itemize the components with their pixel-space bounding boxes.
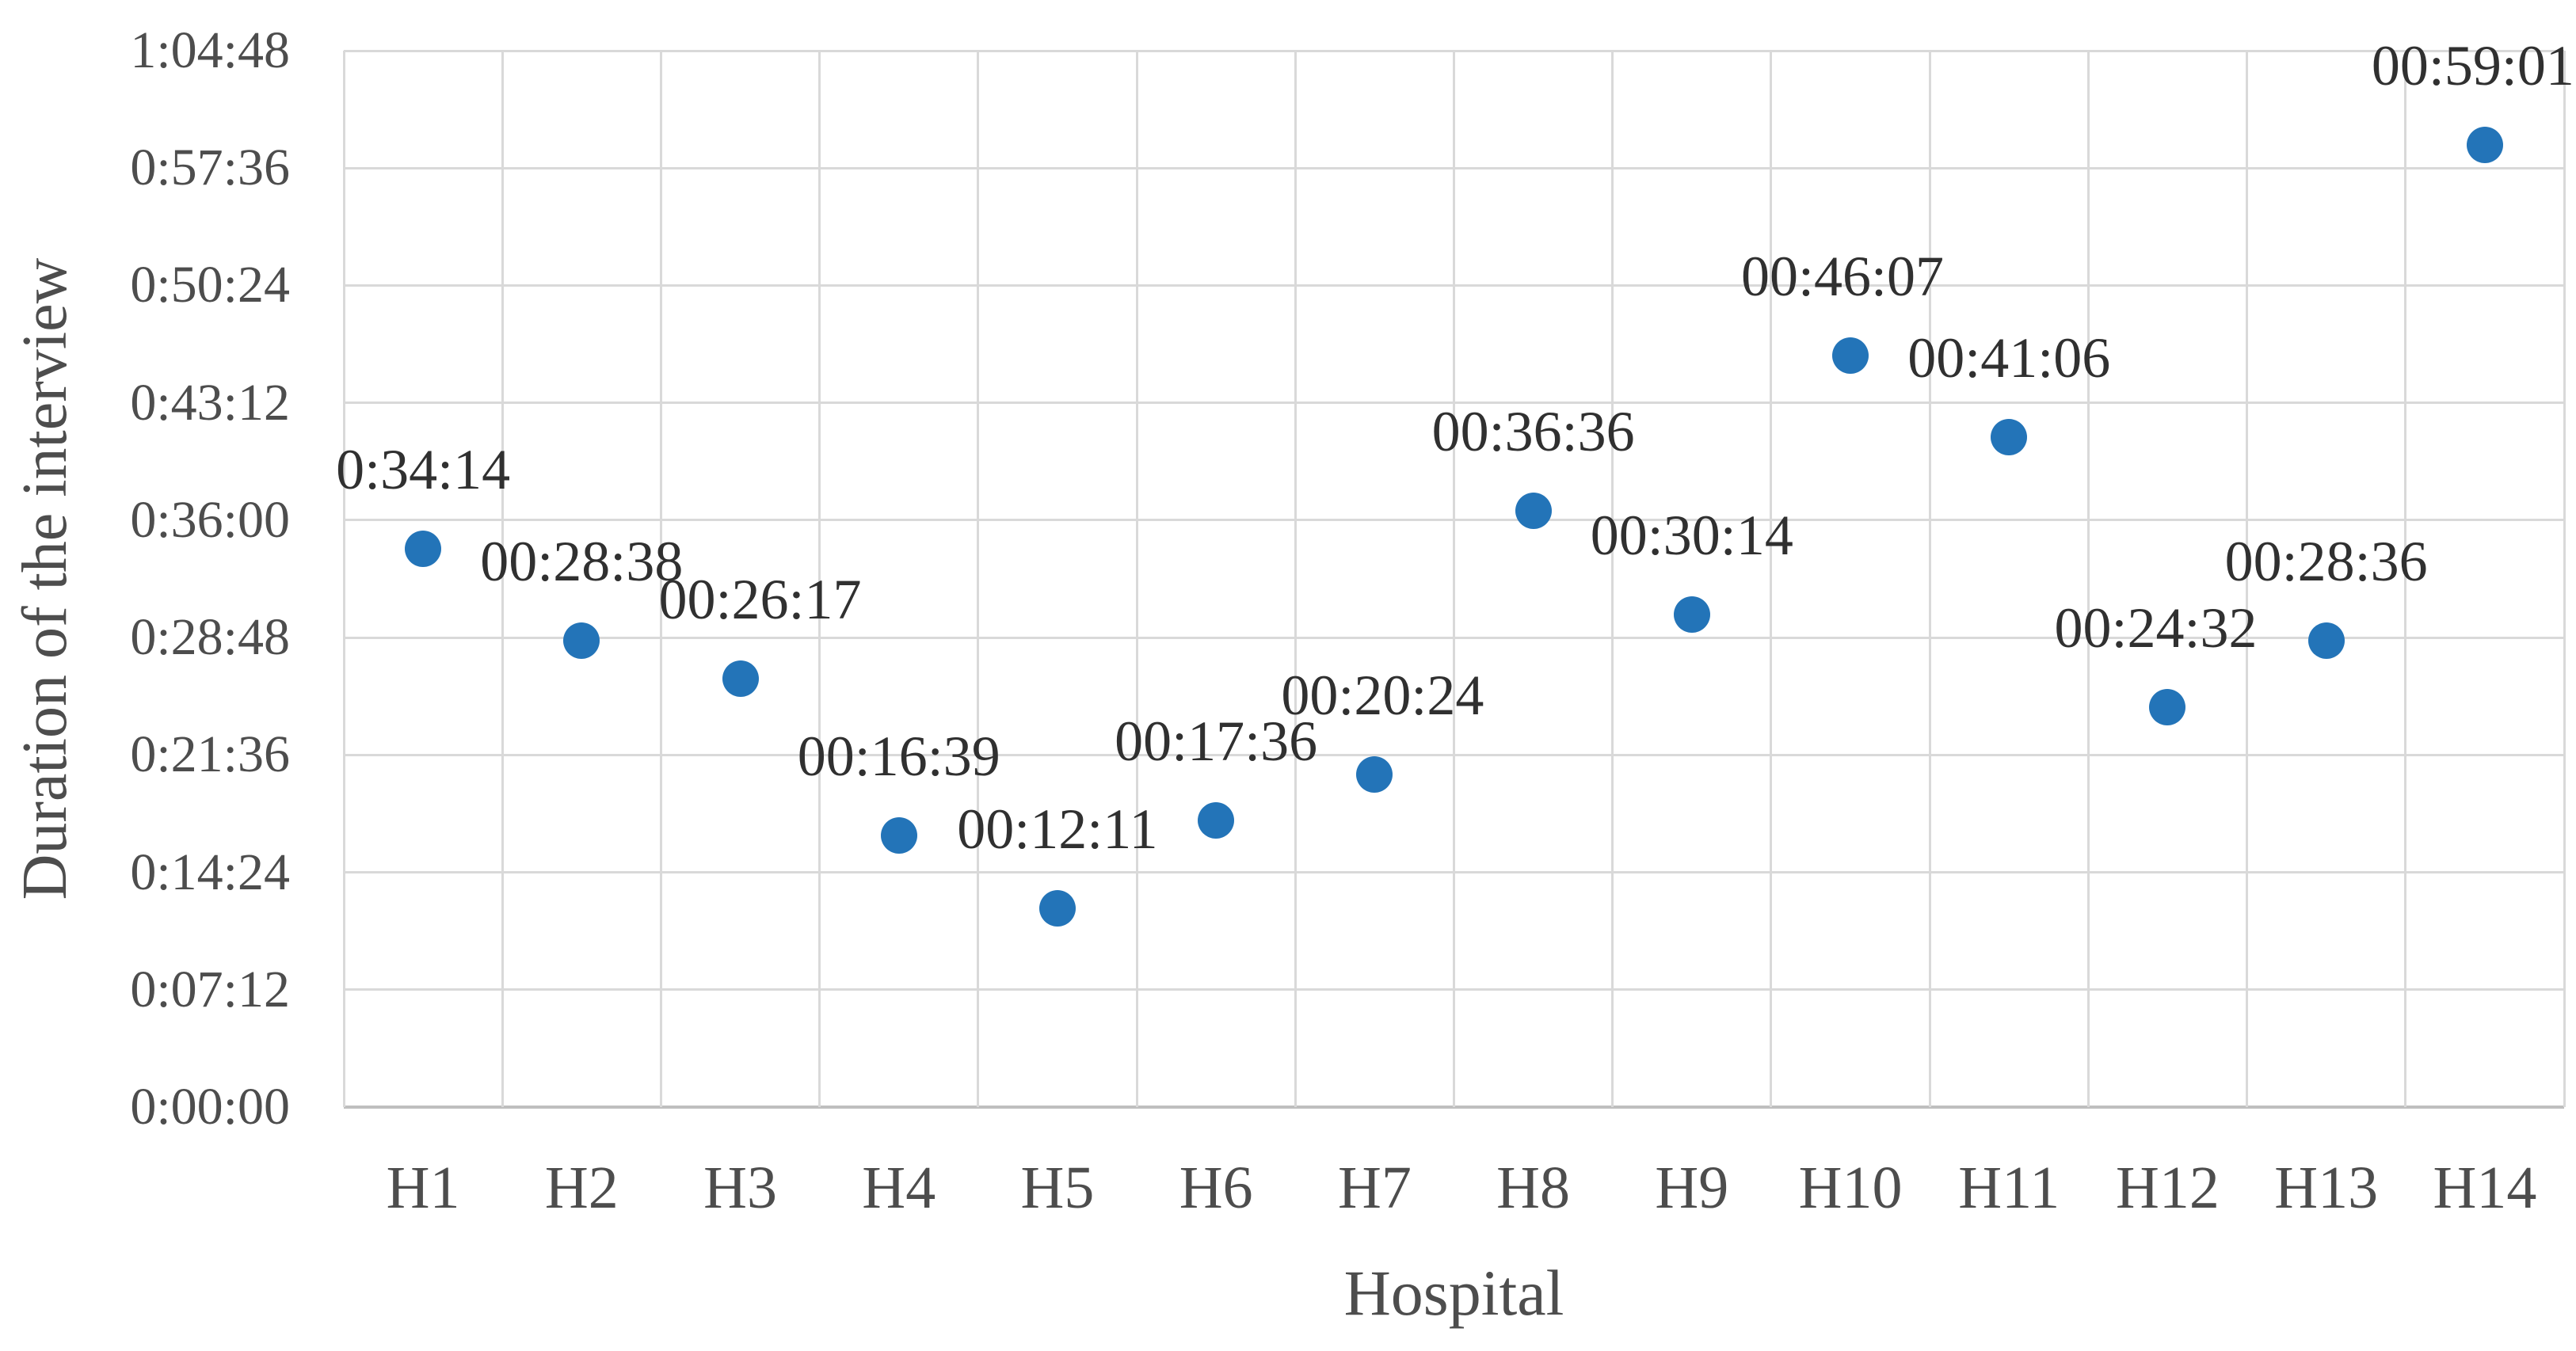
y-tick-label: 0:14:24 bbox=[130, 843, 290, 901]
y-tick-label: 0:28:48 bbox=[130, 608, 290, 667]
x-tick-label: H13 bbox=[2274, 1155, 2379, 1221]
data-point bbox=[1515, 492, 1552, 529]
v-gridline bbox=[2404, 51, 2407, 1107]
data-point bbox=[1356, 756, 1393, 793]
x-tick-label: H6 bbox=[1179, 1155, 1253, 1221]
data-point-label: 00:59:01 bbox=[2371, 34, 2574, 98]
x-tick-label: H2 bbox=[544, 1155, 619, 1221]
v-gridline bbox=[659, 51, 662, 1107]
y-axis-title: Duration of the interview bbox=[10, 257, 80, 900]
data-point-label: 00:41:06 bbox=[1907, 325, 2111, 390]
x-tick-label: H10 bbox=[1798, 1155, 1903, 1221]
x-tick-label: H12 bbox=[2116, 1155, 2220, 1221]
data-point-label: 00:16:39 bbox=[797, 725, 1000, 789]
data-point-label: 00:24:32 bbox=[2054, 596, 2258, 660]
v-gridline bbox=[1453, 51, 1455, 1107]
x-axis-line bbox=[344, 1106, 2564, 1109]
data-point bbox=[1832, 337, 1869, 374]
data-point bbox=[1038, 890, 1076, 927]
data-point-label: 00:46:07 bbox=[1741, 244, 1945, 308]
data-point bbox=[880, 817, 917, 854]
y-tick-label: 0:50:24 bbox=[130, 256, 290, 314]
v-gridline bbox=[2086, 51, 2090, 1107]
v-gridline bbox=[501, 51, 504, 1107]
v-gridline bbox=[977, 51, 980, 1107]
y-tick-label: 0:21:36 bbox=[130, 725, 290, 784]
data-point-label: 00:28:38 bbox=[480, 529, 684, 593]
data-point-label: 00:12:11 bbox=[957, 797, 1158, 862]
y-tick-label: 0:43:12 bbox=[130, 373, 290, 432]
y-tick-label: 0:36:00 bbox=[130, 490, 290, 549]
x-tick-label: H4 bbox=[862, 1155, 936, 1221]
v-gridline bbox=[1928, 51, 1931, 1107]
x-tick-label: H7 bbox=[1337, 1155, 1412, 1221]
x-tick-label: H11 bbox=[1958, 1155, 2060, 1221]
v-gridline bbox=[2246, 51, 2249, 1107]
data-point bbox=[1991, 418, 2028, 455]
v-gridline bbox=[342, 51, 345, 1107]
data-point bbox=[2307, 622, 2345, 660]
data-point bbox=[405, 531, 442, 568]
y-tick-label: 0:07:12 bbox=[130, 960, 290, 1018]
data-point bbox=[2149, 688, 2186, 725]
v-gridline bbox=[1770, 51, 1773, 1107]
data-point-label: 0:34:14 bbox=[336, 438, 511, 502]
y-tick-label: 1:04:48 bbox=[130, 21, 290, 79]
v-gridline bbox=[1294, 51, 1297, 1107]
data-point bbox=[1198, 801, 1235, 839]
data-point bbox=[722, 660, 759, 697]
data-point-label: 00:17:36 bbox=[1115, 709, 1318, 773]
data-point-label: 00:20:24 bbox=[1281, 664, 1484, 728]
v-gridline bbox=[1135, 51, 1138, 1107]
y-tick-label: 0:57:36 bbox=[130, 139, 290, 197]
x-tick-label: H8 bbox=[1496, 1155, 1571, 1221]
x-tick-label: H3 bbox=[703, 1155, 777, 1221]
data-point-label: 00:26:17 bbox=[658, 567, 862, 631]
data-point-label: 00:36:36 bbox=[1431, 399, 1635, 463]
data-point bbox=[563, 622, 600, 659]
x-tick-label: H9 bbox=[1655, 1155, 1729, 1221]
data-point-label: 00:28:36 bbox=[2224, 530, 2428, 594]
data-point bbox=[2466, 127, 2503, 164]
v-gridline bbox=[1611, 51, 1614, 1107]
v-gridline bbox=[818, 51, 821, 1107]
x-axis-title: Hospital bbox=[1343, 1257, 1564, 1329]
data-point-label: 00:30:14 bbox=[1590, 503, 1793, 567]
x-tick-label: H5 bbox=[1020, 1155, 1095, 1221]
y-tick-label: 0:00:00 bbox=[130, 1078, 290, 1136]
data-point bbox=[1673, 596, 1710, 633]
x-tick-label: H1 bbox=[386, 1155, 460, 1221]
v-gridline bbox=[2563, 51, 2566, 1107]
x-tick-label: H14 bbox=[2433, 1155, 2537, 1221]
